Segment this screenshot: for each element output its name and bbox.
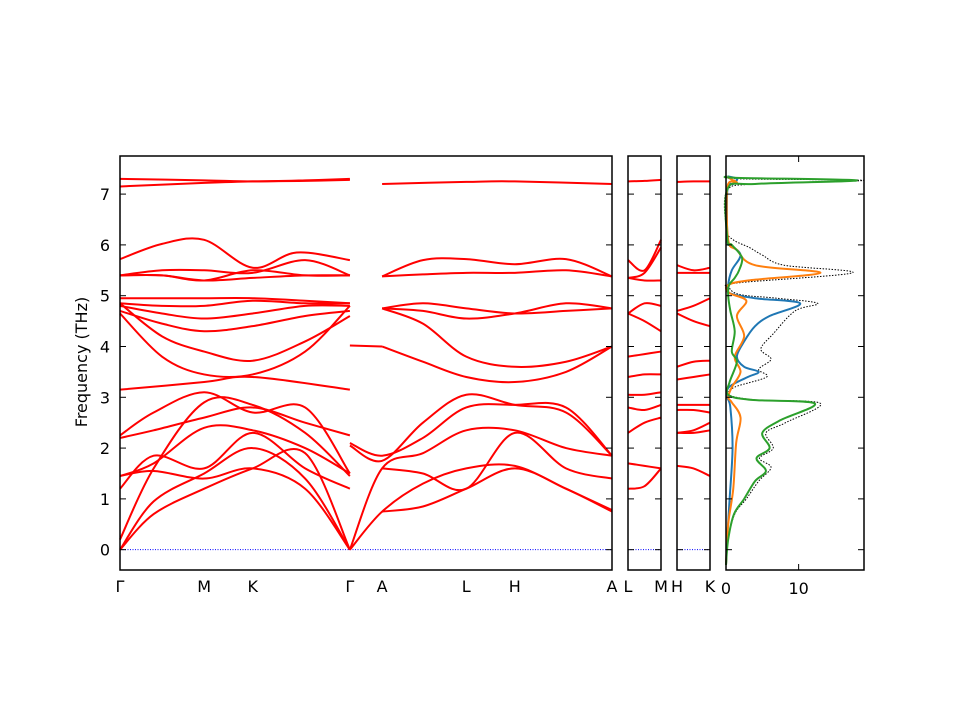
- dos-x-tick-label: 10: [788, 579, 808, 598]
- band-1-25: [119, 424, 351, 477]
- band-1-3: [382, 180, 613, 185]
- band-2-9: [627, 391, 662, 396]
- dos-panel: 0 10: [721, 155, 865, 598]
- band-2-1: [627, 178, 662, 183]
- band-1-11: [119, 299, 350, 308]
- k-point-label: M: [197, 577, 211, 596]
- k-point-label: H: [671, 577, 683, 596]
- band-1-7: [119, 274, 350, 282]
- band-1-30: [349, 393, 613, 463]
- band-1-22: [119, 406, 351, 439]
- y-tick-label: 6: [100, 236, 110, 255]
- band-2-7: [627, 350, 662, 358]
- band-1-28: [119, 447, 351, 551]
- y-axis: 0 1 2 3 4 5 6 7: [100, 185, 110, 560]
- band-2-2: [627, 239, 662, 272]
- band-3-12: [676, 464, 711, 477]
- band-3-7: [676, 373, 711, 381]
- band-2-5: [627, 302, 662, 315]
- y-axis-label: Frequency (THz): [72, 297, 91, 427]
- band-2-11: [627, 416, 662, 434]
- band-1-17: [381, 302, 613, 315]
- dos-x-tick-label: 0: [721, 579, 731, 598]
- band-1-31: [349, 401, 613, 457]
- band-1-32: [348, 426, 613, 551]
- y-tick-label: 7: [100, 185, 110, 204]
- band-1-9: [382, 269, 613, 278]
- band-1-16: [119, 375, 351, 391]
- y-tick-label: 2: [100, 439, 110, 458]
- y-tick-label: 4: [100, 337, 110, 356]
- band-2-6: [627, 312, 662, 333]
- panel-frame: [627, 155, 662, 571]
- band-1-33: [381, 431, 613, 492]
- k-point-label: H: [509, 577, 521, 596]
- band-1-8: [381, 257, 613, 278]
- band-1-14: [119, 302, 351, 362]
- band-1-34: [349, 463, 613, 551]
- k-point-label: Γ: [116, 577, 125, 596]
- band-3-9: [676, 408, 711, 414]
- band-3-2: [676, 264, 711, 272]
- k-point-label: L: [462, 577, 471, 596]
- panel-frame: [119, 155, 613, 571]
- band-1-12: [119, 304, 350, 320]
- band-2-10: [627, 403, 662, 412]
- y-tick-label: 0: [100, 541, 110, 560]
- band-1-26: [119, 431, 351, 490]
- band-1-20: [381, 345, 613, 384]
- band-1-27: [119, 447, 351, 551]
- k-point-label: M: [654, 577, 668, 596]
- k-point-label: K: [247, 577, 258, 596]
- band-3-5: [676, 312, 711, 328]
- band-1-23: [119, 391, 351, 475]
- band-1-5: [119, 259, 351, 277]
- band-1-29: [119, 467, 351, 551]
- band-1-4: [119, 237, 351, 269]
- band-3-6: [676, 359, 711, 368]
- y-tick-label: 5: [100, 287, 110, 306]
- k-point-label: A: [377, 577, 388, 596]
- band-2-3: [627, 246, 662, 279]
- k-point-label: A: [607, 577, 618, 596]
- band-3-1: [676, 180, 711, 183]
- band-1-13: [119, 309, 351, 333]
- dos-series-4: [723, 175, 858, 566]
- band-2-4: [627, 276, 662, 282]
- band-1-19: [381, 307, 613, 368]
- k-point-label: L: [624, 577, 633, 596]
- band-2-13: [627, 467, 662, 490]
- dos-frame: [725, 155, 865, 571]
- band-1-18: [382, 302, 613, 320]
- k-point-label: Γ: [345, 577, 354, 596]
- band-1-10: [120, 297, 350, 305]
- band-3-4: [676, 297, 711, 312]
- k-point-label: K: [705, 577, 716, 596]
- panel-frame: [676, 155, 711, 571]
- band-3-11: [676, 421, 711, 434]
- y-tick-label: 3: [100, 388, 110, 407]
- band-1-21: [349, 344, 383, 348]
- y-tick-label: 1: [100, 490, 110, 509]
- band-2-12: [627, 462, 662, 470]
- dos-series-1: [723, 175, 865, 565]
- band-1-2: [119, 178, 350, 188]
- band-1-24: [119, 396, 351, 540]
- band-2-8: [627, 373, 662, 378]
- band-1-35: [381, 467, 613, 513]
